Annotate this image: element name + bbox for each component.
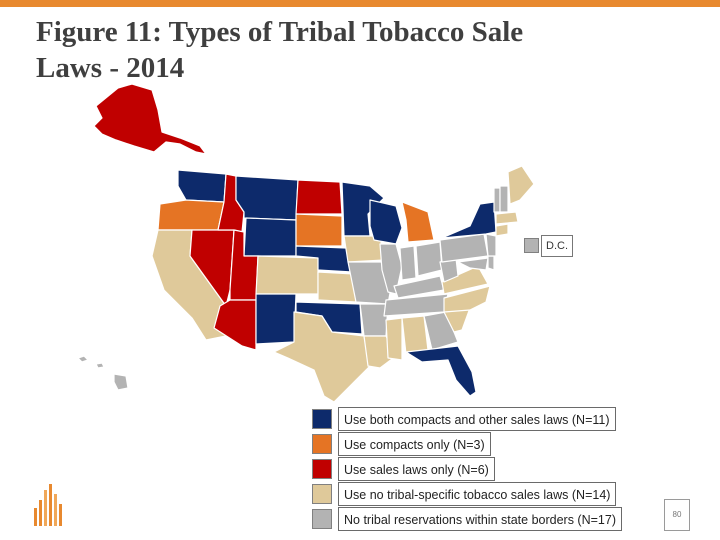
- state-md: [457, 257, 489, 271]
- state-tn: [383, 293, 449, 317]
- state-ms: [385, 317, 403, 361]
- state-ar: [359, 303, 389, 337]
- state-va: [441, 265, 489, 295]
- state-nj: [485, 233, 497, 257]
- dc-label: D.C.: [541, 235, 573, 257]
- us-states-map: [77, 83, 535, 403]
- state-mt: [235, 175, 299, 221]
- legend-label: Use no tribal-specific tobacco sales law…: [338, 482, 617, 506]
- state-nc: [443, 285, 491, 313]
- state-wy: [243, 217, 297, 257]
- legend-label: Use both compacts and other sales laws (…: [338, 407, 616, 431]
- state-wa: [177, 169, 227, 203]
- state-pa: [439, 233, 489, 263]
- state-il: [379, 243, 403, 295]
- state-nh: [499, 185, 509, 213]
- state-sd: [295, 213, 343, 247]
- title-line-1: Figure 11: Types of Tribal Tobacco Sale: [36, 16, 524, 48]
- state-co: [255, 255, 319, 295]
- state-ak: [93, 83, 207, 155]
- page-title: Figure 11: Types of Tribal Tobacco Sale …: [36, 14, 676, 86]
- state-vt: [493, 187, 501, 213]
- state-oh: [415, 241, 443, 277]
- legend-label: No tribal reservations within state bord…: [338, 507, 622, 531]
- legend-swatch: [312, 409, 332, 429]
- state-ma: [495, 211, 519, 225]
- legend-label: Use sales laws only (N=6): [338, 457, 495, 481]
- title-line-2: Laws - 2014: [36, 52, 185, 84]
- state-tx: [273, 311, 371, 403]
- state-mi: [401, 201, 435, 243]
- state-ct: [495, 223, 509, 237]
- state-ny: [441, 201, 497, 239]
- state-hi: [77, 355, 129, 391]
- dc-swatch: [524, 238, 539, 253]
- accent-bar: [0, 0, 720, 7]
- state-fl: [405, 345, 477, 397]
- state-nd: [295, 179, 343, 215]
- state-nm: [255, 293, 297, 345]
- legend-swatch: [312, 509, 332, 529]
- page-number: 80: [664, 499, 690, 531]
- legend-swatch: [312, 434, 332, 454]
- legend-swatch: [312, 459, 332, 479]
- legend-swatch: [312, 484, 332, 504]
- state-in: [399, 245, 417, 281]
- state-az: [213, 299, 257, 351]
- legend-label: Use compacts only (N=3): [338, 432, 491, 456]
- state-me: [507, 165, 535, 205]
- state-wi: [369, 199, 403, 245]
- state-al: [401, 315, 429, 355]
- state-or: [157, 199, 225, 231]
- logo-bars-icon: [34, 484, 62, 526]
- state-de: [487, 255, 495, 271]
